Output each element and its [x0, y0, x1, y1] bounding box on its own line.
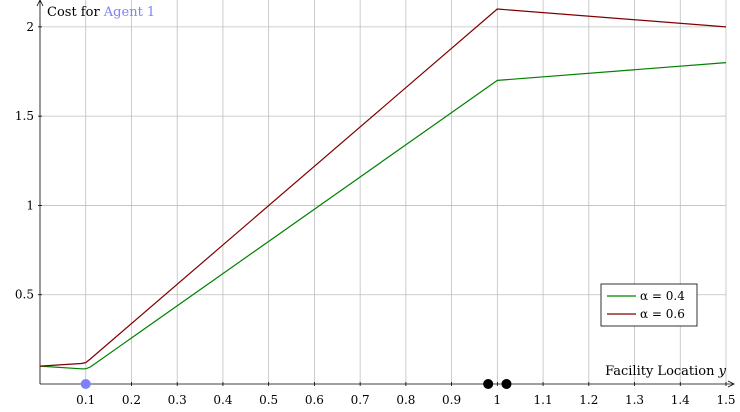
x-tick-label: 0.4 [213, 393, 232, 407]
x-tick-label: 1.4 [671, 393, 690, 407]
x-axis-label: Facility Location y [605, 364, 727, 379]
x-tick-label: 0.5 [259, 393, 278, 407]
agent-location-marker [501, 379, 512, 389]
grid [38, 0, 727, 386]
y-axis-label-prefix: Cost for [47, 5, 104, 20]
x-tick-label: 1.5 [716, 393, 735, 407]
legend-label-2: α = 0.6 [640, 307, 685, 321]
y-axis-label: Cost for Agent 1 [47, 5, 155, 20]
agent-1-location-marker [80, 379, 91, 389]
tick-labels: 0.1 0.2 0.3 0.4 0.5 0.6 0.7 0.8 0.9 1 1.1 1.2 1.3 1.4… [15, 20, 736, 407]
x-axis-arrow [727, 380, 735, 388]
y-tick-label: 1.5 [15, 109, 34, 123]
series-line-2 [39, 8, 727, 367]
legend: α = 0.4 α = 0.6 [600, 283, 698, 327]
agent-location-marker [483, 379, 494, 389]
x-axis-label-variable: y [718, 364, 727, 379]
y-axis-arrow [36, 0, 44, 7]
series-lines [39, 8, 727, 370]
x-tick-label: 0.7 [351, 393, 370, 407]
x-tick-label: 0.3 [168, 393, 187, 407]
legend-box [600, 283, 698, 327]
y-tick-label: 2 [26, 20, 34, 34]
x-tick-label: 1.1 [534, 393, 553, 407]
y-tick-label: 1 [26, 198, 34, 212]
x-tick-label: 1.2 [579, 393, 598, 407]
location-markers [80, 379, 512, 389]
y-axis-label-agent: Agent 1 [103, 5, 155, 20]
x-tick-label: 0.9 [442, 393, 461, 407]
x-tick-label: 1.3 [625, 393, 644, 407]
x-tick-label: 0.1 [76, 393, 95, 407]
x-axis-label-text: Facility Location [605, 364, 719, 379]
series-line-1 [39, 62, 727, 370]
x-tick-label: 0.8 [396, 393, 415, 407]
x-tick-label: 1 [494, 393, 502, 407]
axes [36, 0, 735, 388]
x-tick-label: 0.2 [122, 393, 141, 407]
legend-label-1: α = 0.4 [640, 289, 685, 303]
y-tick-label: 0.5 [15, 288, 34, 302]
x-tick-label: 0.6 [305, 393, 324, 407]
